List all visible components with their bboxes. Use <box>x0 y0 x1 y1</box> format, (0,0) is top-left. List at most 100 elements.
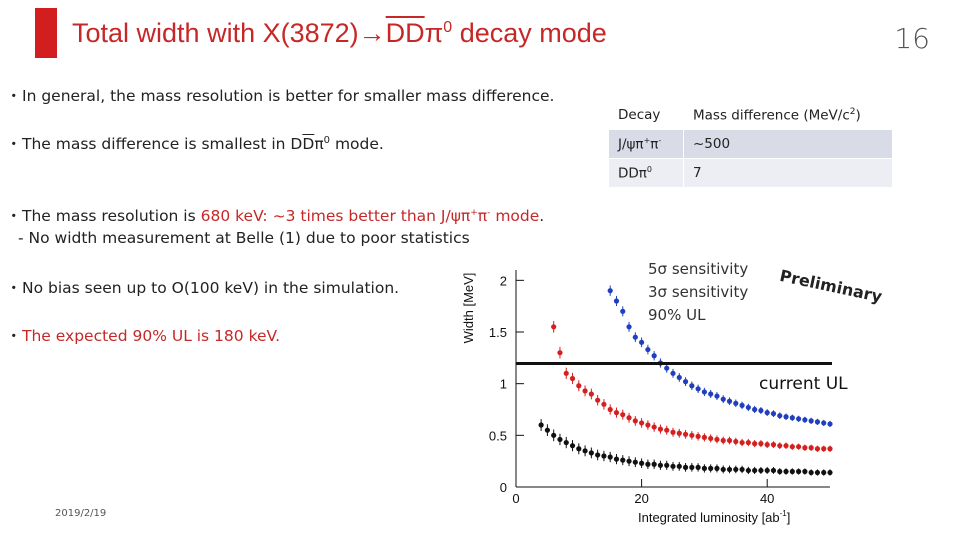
data-point <box>783 468 789 475</box>
data-point <box>676 374 682 381</box>
data-point <box>764 410 770 416</box>
data-point <box>777 443 783 449</box>
data-point <box>821 446 827 452</box>
data-point <box>733 438 739 445</box>
bullet-5: ・The expected 90% UL is 180 keV. <box>6 327 281 345</box>
data-point <box>664 365 670 371</box>
data-point <box>632 334 638 340</box>
data-point <box>613 456 620 462</box>
data-point <box>789 415 795 421</box>
data-point <box>664 427 670 433</box>
data-point <box>695 386 701 392</box>
data-point <box>758 467 764 474</box>
data-point <box>708 465 714 471</box>
data-point <box>645 422 651 428</box>
slide-title: Total width with X(3872)→DDπ0 decay mode <box>72 18 607 48</box>
table-row: J/ψπ+π- ~500 <box>608 129 893 159</box>
y-tick-label: 0.5 <box>489 428 507 443</box>
data-point <box>670 370 676 376</box>
data-point <box>551 324 557 330</box>
data-point <box>651 424 657 430</box>
data-point <box>601 401 607 407</box>
data-point <box>808 469 814 476</box>
data-point <box>827 446 833 452</box>
table-header-decay: Decay <box>608 100 684 130</box>
data-point <box>808 418 814 424</box>
data-point <box>557 350 563 356</box>
data-point <box>714 393 720 399</box>
data-point <box>682 431 689 437</box>
data-point <box>689 464 695 470</box>
data-point <box>720 466 726 473</box>
table-header-row: Decay Mass difference (MeV/c2) <box>608 100 893 130</box>
data-point <box>726 466 733 473</box>
data-point <box>796 468 802 475</box>
data-point <box>821 469 827 476</box>
data-point <box>601 453 607 459</box>
legend-3sigma: 3σ sensitivity <box>648 283 749 301</box>
table-cell-decay: DDπ0 <box>608 158 684 188</box>
data-point <box>538 422 544 428</box>
data-point <box>789 444 795 450</box>
data-point <box>726 398 733 404</box>
table-row: DDπ0 7 <box>608 158 893 188</box>
data-point <box>770 442 777 448</box>
data-point <box>714 465 720 471</box>
y-tick-label: 0 <box>500 480 507 495</box>
data-point <box>607 454 613 460</box>
data-point <box>670 429 676 435</box>
data-point <box>808 445 814 451</box>
data-point <box>739 402 745 408</box>
data-point <box>814 446 821 452</box>
y-tick-label: 1 <box>500 377 507 392</box>
x-tick-label: 0 <box>512 491 519 506</box>
data-point <box>682 379 689 385</box>
bullet-1: ・In general, the mass resolution is bett… <box>6 87 555 105</box>
data-point <box>802 417 808 423</box>
legend-90ul: 90% UL <box>648 306 706 324</box>
data-point <box>695 464 701 470</box>
data-point <box>733 400 739 406</box>
data-point <box>745 404 751 411</box>
data-point <box>657 462 664 468</box>
data-point <box>670 463 676 469</box>
data-point <box>789 468 795 475</box>
data-point <box>802 468 808 475</box>
data-point <box>752 406 758 413</box>
data-point <box>645 346 651 353</box>
data-point <box>651 461 657 467</box>
data-point <box>676 463 682 469</box>
bullet-4: ・No bias seen up to O(100 keV) in the si… <box>6 279 400 297</box>
data-point <box>620 412 626 418</box>
data-point <box>569 375 576 382</box>
mass-difference-table: Decay Mass difference (MeV/c2) J/ψπ+π- ~… <box>608 100 893 188</box>
table-header-mass: Mass difference (MeV/c2) <box>683 100 893 130</box>
data-point <box>739 439 745 446</box>
slide-date: 2019/2/19 <box>55 508 107 519</box>
data-point <box>827 469 833 476</box>
data-point <box>720 396 726 402</box>
width-vs-luminosity-chart: 00.511.520 20 40 Width [MeV] Integrated lu… <box>461 270 833 525</box>
data-point <box>708 391 714 397</box>
data-point <box>626 458 632 464</box>
data-point <box>607 406 613 413</box>
chart-legend: 5σ sensitivity 3σ sensitivity 90% UL <box>642 258 755 327</box>
data-point <box>783 414 789 420</box>
data-point <box>563 370 569 376</box>
data-point <box>544 427 550 433</box>
data-point <box>770 411 777 417</box>
data-point <box>770 467 777 474</box>
current-ul-line <box>516 362 832 365</box>
y-tick-label: 2 <box>500 273 507 288</box>
data-point <box>551 432 557 438</box>
data-point <box>613 298 620 304</box>
data-point <box>689 432 695 438</box>
data-point <box>582 388 588 394</box>
title-accent-bar <box>35 8 57 58</box>
data-point <box>582 448 588 454</box>
current-ul-label: current UL <box>756 374 851 394</box>
bullet-3: ・The mass resolution is 680 keV: ~3 time… <box>6 207 545 225</box>
data-point <box>758 441 764 447</box>
bullet-3-sub: - No width measurement at Belle (1) due … <box>18 229 470 247</box>
data-point <box>739 466 745 473</box>
